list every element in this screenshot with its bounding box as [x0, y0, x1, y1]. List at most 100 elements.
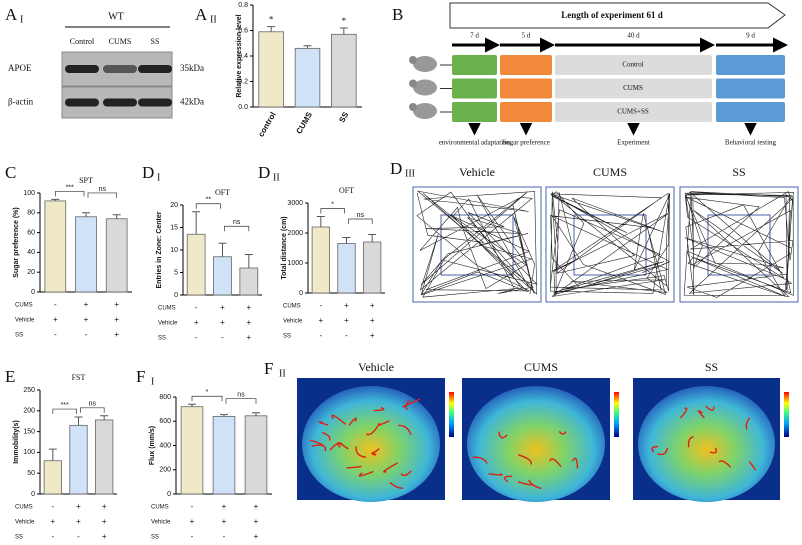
treatment-name: SS: [283, 334, 291, 340]
vessel: [371, 452, 377, 456]
vessel: [322, 431, 331, 441]
panel-sublabel: I: [20, 14, 23, 25]
significance-label: ns: [237, 392, 245, 399]
panel-label: B: [392, 5, 403, 24]
stage-box: [452, 78, 497, 99]
mouse-head: [409, 79, 417, 88]
vessel: [318, 421, 329, 426]
group-label: Control: [622, 61, 643, 69]
vessel: [372, 448, 380, 454]
significance-label: ns: [99, 186, 107, 193]
treatment-sign: +: [254, 532, 259, 541]
track-path: [683, 191, 794, 298]
color-bar: [784, 392, 789, 437]
y-axis-label: Total distance (cm): [281, 216, 288, 279]
stage-box: [555, 102, 712, 122]
treatment-sign: -: [319, 301, 322, 310]
vessel: [549, 458, 562, 468]
treatment-sign: +: [222, 517, 227, 526]
y-axis-label: Entries in Zone: Center: [156, 211, 163, 288]
stage-box: [452, 55, 497, 75]
panel-label: E: [5, 367, 15, 386]
treatment-name: CUMS: [15, 505, 33, 511]
y-axis-label: Flux (mm/s): [149, 426, 156, 465]
bar: [43, 460, 62, 495]
arena: [679, 186, 799, 303]
y-tick-label: 20: [27, 269, 35, 276]
treatment-sign: +: [84, 300, 89, 309]
vessel: [558, 431, 567, 435]
significance-bracket: [225, 398, 257, 404]
vessel: [346, 465, 362, 469]
duration-label: 40 d: [627, 32, 640, 40]
panel-label: A: [5, 5, 18, 24]
error-bar: [368, 234, 377, 242]
treatment-name: Vehicle: [283, 319, 303, 325]
treatment-name: SS: [151, 535, 159, 541]
stage-label: Sugar preference: [502, 139, 550, 147]
bar: [213, 256, 232, 296]
bar: [180, 406, 204, 495]
vessel: [365, 422, 381, 436]
treatment-sign: -: [221, 333, 224, 342]
vessel: [651, 446, 659, 453]
y-tick-label: 0.0: [238, 104, 248, 111]
flux-brain: [638, 386, 775, 502]
significance-bracket: [224, 225, 250, 232]
stage-box: [716, 102, 785, 122]
panel-sublabel: III: [405, 168, 415, 179]
stage-box: [555, 55, 712, 75]
vessel: [383, 462, 398, 473]
vessel: [705, 405, 715, 411]
stage-box: [555, 78, 712, 99]
vessel: [488, 473, 503, 476]
flux-brain: [467, 386, 605, 502]
stage-box: [452, 102, 497, 122]
treatment-name: CUMS: [283, 304, 301, 310]
vessel: [472, 456, 488, 464]
treatment-name: SS: [15, 535, 23, 541]
treatment-sign: +: [220, 318, 225, 327]
error-bar: [112, 214, 121, 219]
bar: [105, 218, 128, 293]
y-tick-label: 0.2: [238, 78, 248, 85]
vessel: [679, 407, 688, 419]
treatment-sign: +: [102, 517, 107, 526]
treatment-sign: +: [102, 532, 107, 541]
error-bar: [218, 242, 227, 257]
image-label: Vehicle: [358, 360, 394, 374]
y-tick-label: 600: [159, 418, 171, 425]
vessel: [373, 407, 385, 412]
vessel: [389, 481, 404, 489]
significance-label: *: [206, 389, 209, 396]
treatment-sign: -: [85, 330, 88, 339]
error-bar: [74, 416, 83, 426]
color-bar: [449, 392, 454, 437]
vessel: [517, 481, 533, 486]
bar: [363, 241, 382, 294]
row-size: 42kDa: [180, 97, 204, 107]
vessel: [331, 414, 347, 425]
stage-box: [500, 55, 552, 75]
error-bar: [316, 216, 325, 227]
x-tick-label: CUMS: [294, 110, 314, 135]
error-bar: [82, 212, 90, 217]
treatment-sign: +: [254, 502, 259, 511]
treatment-sign: +: [246, 333, 251, 342]
track-path: [549, 191, 671, 297]
panel-sublabel: II: [273, 172, 280, 183]
treatment-sign: -: [223, 532, 226, 541]
treatment-sign: -: [195, 333, 198, 342]
stage-label: Experiment: [617, 139, 650, 147]
bar: [258, 31, 284, 108]
significance-star: *: [342, 16, 347, 26]
blot-band: [103, 65, 137, 73]
treatment-sign: -: [191, 502, 194, 511]
error-bar: [51, 198, 60, 201]
treatment-sign: +: [370, 316, 375, 325]
vessel: [528, 479, 542, 490]
x-tick-label: control: [256, 111, 277, 139]
flux-brain: [302, 386, 440, 502]
significance-bracket: [348, 218, 373, 224]
y-axis-label: Relative expression level: [236, 14, 243, 97]
